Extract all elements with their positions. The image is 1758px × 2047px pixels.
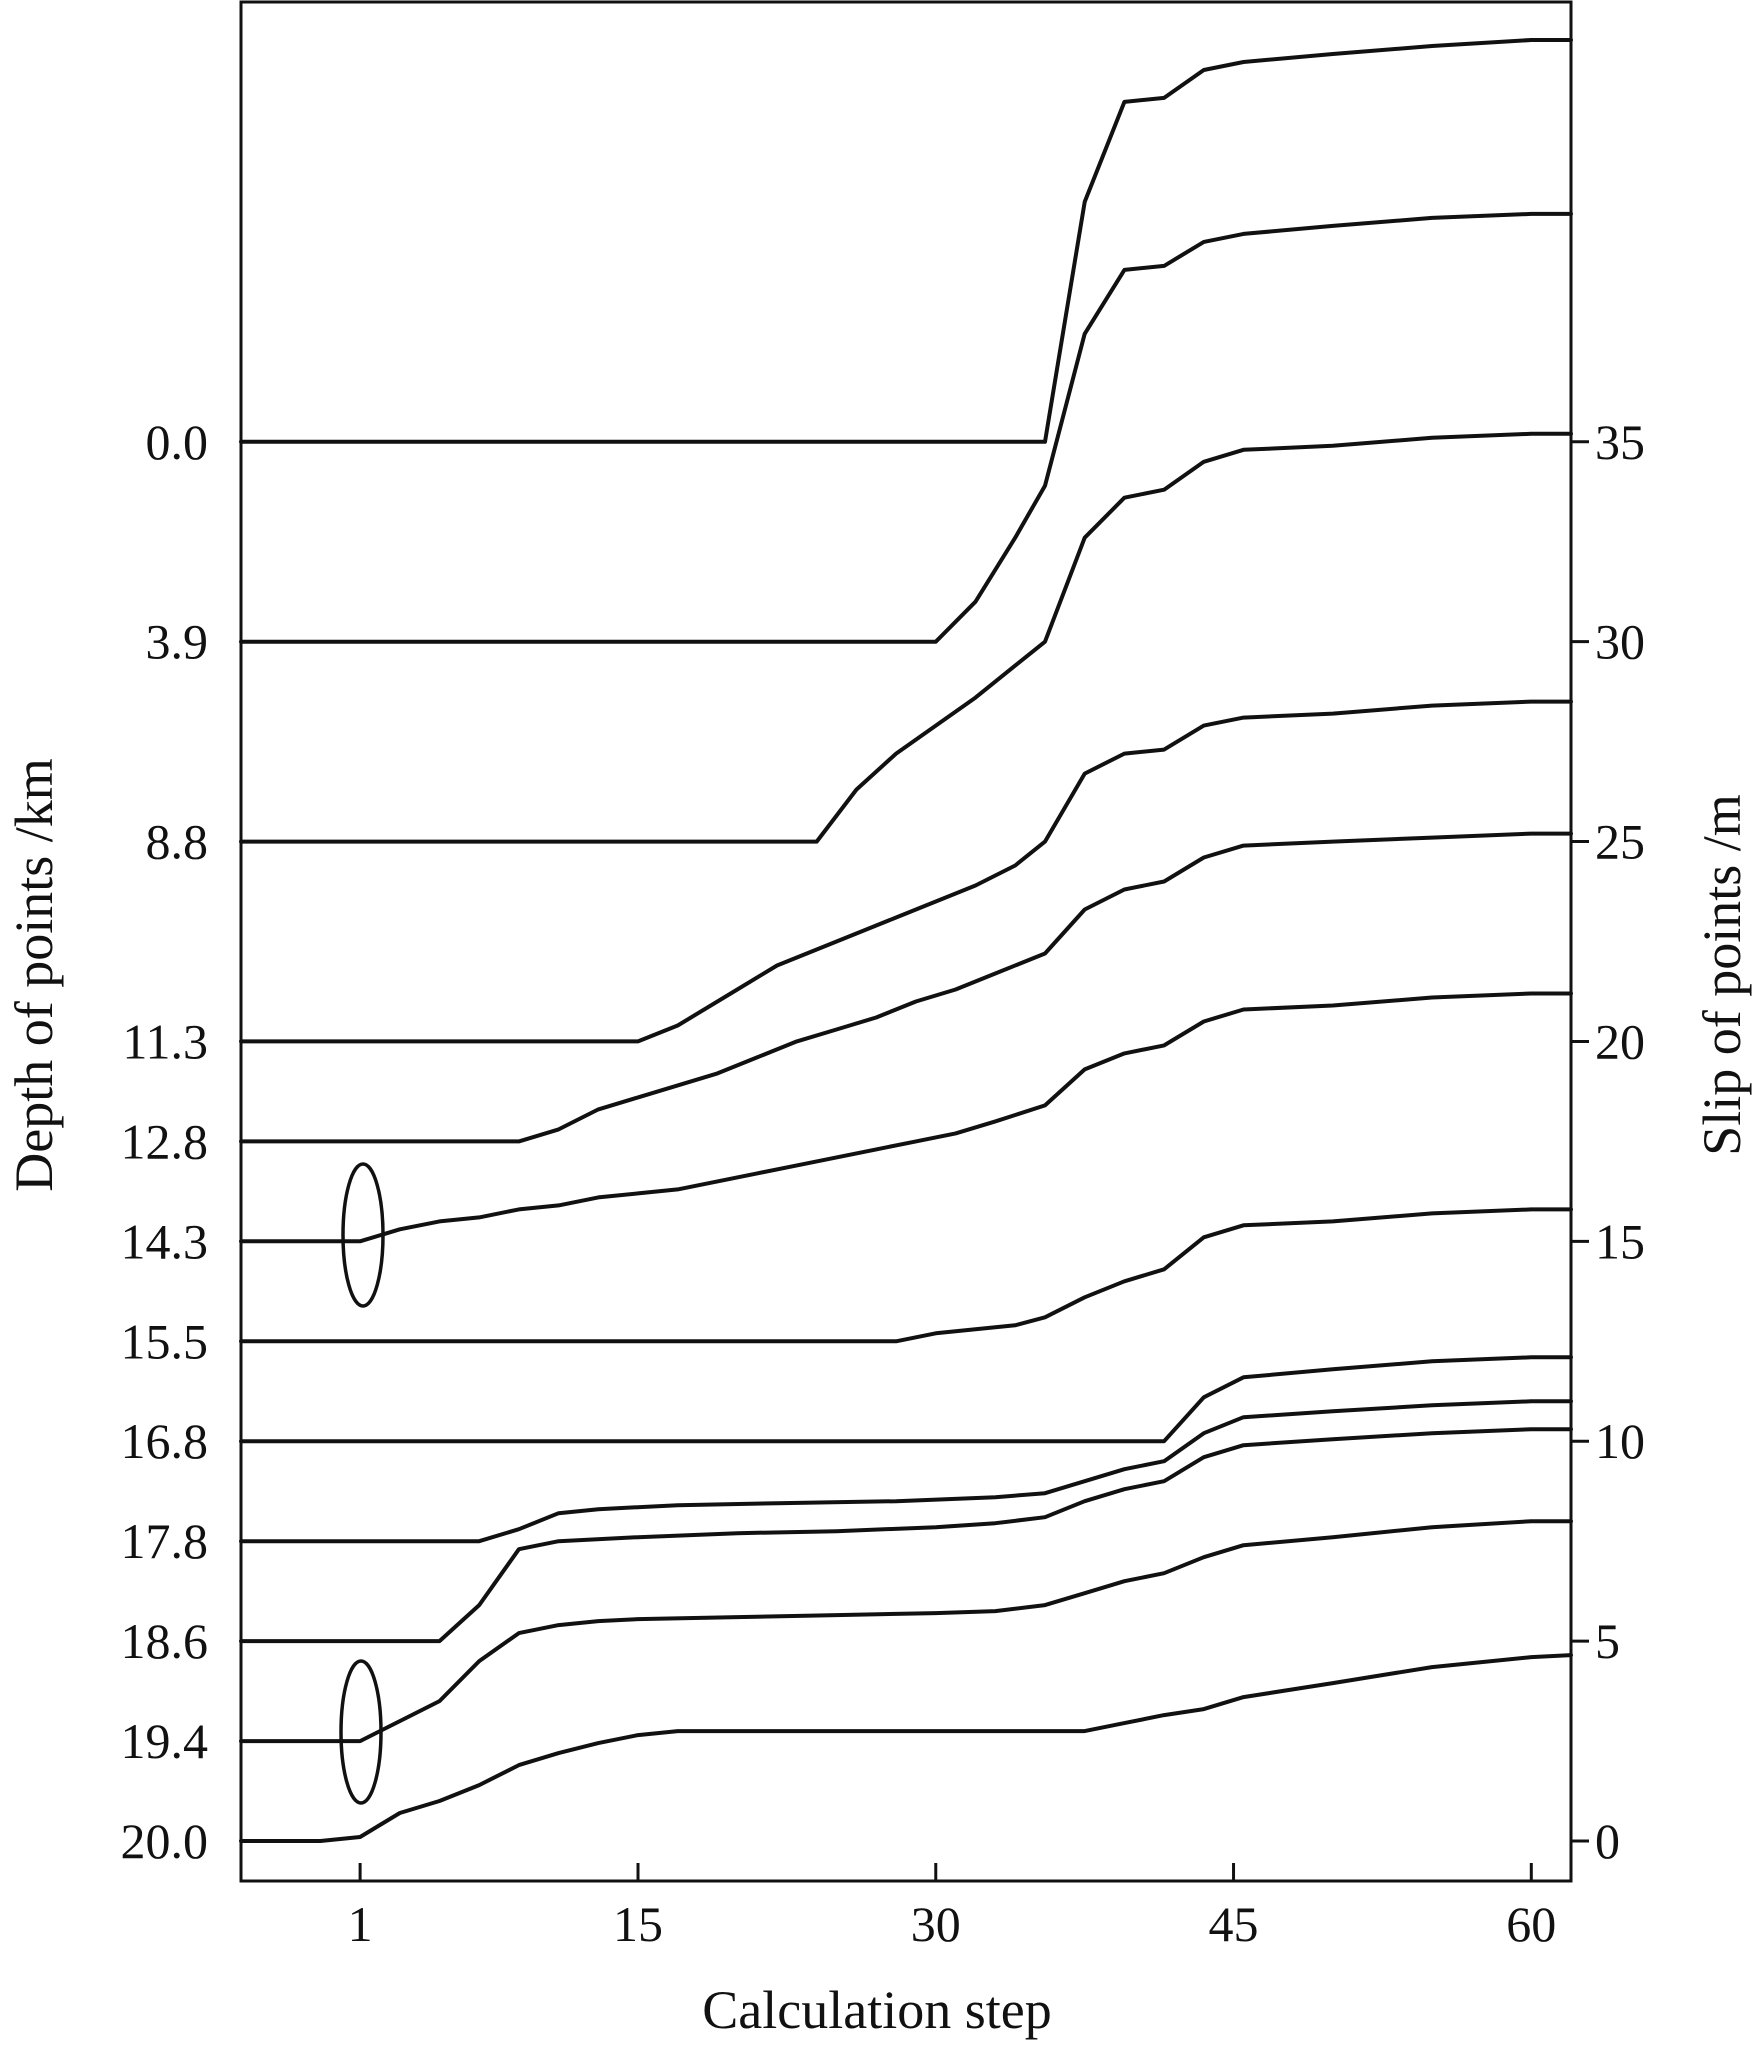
depth-label: 8.8 [146, 814, 209, 870]
right-tick-label: 20 [1595, 1013, 1645, 1069]
x-tick-label: 45 [1209, 1896, 1259, 1952]
right-tick-label: 35 [1595, 414, 1645, 470]
right-axis-title: Slip of points /m [1692, 794, 1752, 1156]
right-tick-label: 25 [1595, 814, 1645, 870]
x-tick-label: 60 [1506, 1896, 1556, 1952]
depth-label: 3.9 [146, 614, 209, 670]
series-line-15-5 [239, 1207, 1573, 1344]
slip-axis-ticks: 35 30 25 20 15 10 5 0 [1571, 414, 1645, 1869]
depth-label: 20.0 [121, 1813, 209, 1869]
right-tick-label: 10 [1595, 1413, 1645, 1469]
series-line-19-4 [239, 1519, 1573, 1744]
x-tick-label: 30 [911, 1896, 961, 1952]
series-line-16-8 [239, 1355, 1573, 1444]
depth-label: 0.0 [146, 414, 209, 470]
right-tick-label: 15 [1595, 1213, 1645, 1269]
depth-label: 17.8 [121, 1513, 209, 1569]
series-line-11-3 [239, 699, 1573, 1044]
series-line-8-8 [239, 431, 1573, 844]
depth-label: 19.4 [121, 1713, 209, 1769]
depth-label: 16.8 [121, 1413, 209, 1469]
series-line-0-0 [239, 38, 1573, 444]
depth-label: 12.8 [121, 1113, 209, 1169]
right-tick-label: 5 [1595, 1613, 1620, 1669]
plot-frame [239, 0, 1573, 1883]
depth-label: 15.5 [121, 1313, 209, 1369]
series-line-17-8 [239, 1399, 1573, 1544]
series-line-12-8 [239, 831, 1573, 1144]
depth-label: 14.3 [121, 1213, 209, 1269]
x-axis-title: Calculation step [702, 1980, 1051, 2040]
right-tick-label: 0 [1595, 1813, 1620, 1869]
series-line-20-0 [239, 1653, 1573, 1843]
series-lines [239, 38, 1573, 1843]
annotation-ellipse-14-3 [341, 1162, 385, 1308]
depth-label: 18.6 [121, 1613, 209, 1669]
depth-labels: 0.0 3.9 8.8 11.3 12.8 14.3 15.5 16.8 17.8 18.6 19.… [121, 414, 209, 1869]
annotation-ellipse-19-4 [339, 1659, 383, 1805]
x-axis-ticks: 1 15 30 45 60 [348, 1863, 1556, 1952]
x-tick-label: 1 [348, 1896, 373, 1952]
right-tick-label: 30 [1595, 614, 1645, 670]
annotations [339, 1162, 385, 1805]
series-line-18-6 [239, 1427, 1573, 1644]
left-axis-title: Depth of points /km [4, 758, 64, 1191]
depth-label: 11.3 [122, 1013, 208, 1069]
series-line-14-3 [239, 991, 1573, 1244]
x-tick-label: 15 [613, 1896, 663, 1952]
series-line-3-9 [239, 211, 1573, 644]
